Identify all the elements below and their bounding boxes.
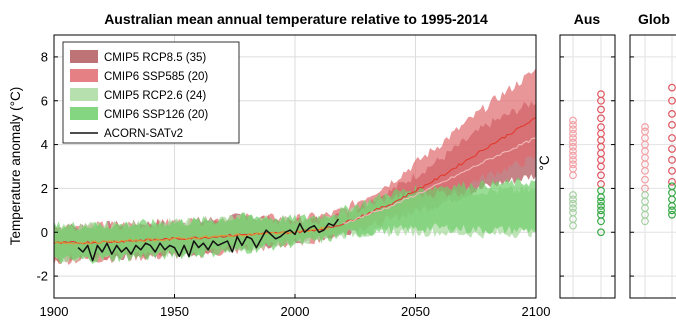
global-panel: Glob [629, 11, 676, 299]
scatter-point [569, 151, 577, 160]
scatter-point [569, 195, 577, 204]
legend-items: CMIP5 RCP8.5 (35) CMIP6 SSP585 (20) CMIP5 … [70, 50, 208, 140]
main-x-ticks: 1900 1950 2000 2050 2100 [40, 294, 551, 319]
scatter-point [569, 164, 577, 173]
scatter-point [597, 90, 605, 99]
scatter-point [569, 191, 577, 199]
scatter-point [668, 109, 676, 118]
scatter-point [668, 210, 676, 219]
scatter-point [597, 210, 605, 219]
legend-label: CMIP5 RCP8.5 (35) [104, 52, 206, 64]
scatter-point [668, 182, 676, 191]
global-points [641, 83, 676, 226]
scatter-point [569, 116, 577, 125]
scatter-point [569, 125, 577, 134]
scatter-point [569, 208, 577, 217]
scatter-point [597, 202, 605, 210]
legend-label: CMIP6 SSP126 (20) [104, 109, 208, 121]
global-panel-frame [629, 34, 676, 299]
x-tick-label: 2050 [401, 304, 430, 319]
scatter-point [641, 175, 649, 184]
scatter-point [668, 206, 676, 215]
main-chart: Australian mean annual temperature relat… [8, 11, 550, 319]
scatter-point [641, 191, 649, 199]
scatter-point [569, 199, 577, 208]
legend-swatch [70, 69, 98, 82]
legend-label: ACORN-SATv2 [104, 128, 183, 140]
scatter-point [597, 206, 605, 215]
scatter-point [641, 123, 649, 131]
main-y-axis-label: Temperature anomaly (°C) [8, 87, 23, 245]
scatter-point [597, 186, 605, 195]
band-4 [54, 178, 536, 265]
legend-swatch [70, 107, 98, 120]
aus-y-axis-label: °C [537, 155, 552, 170]
main-bands [54, 68, 536, 265]
scatter-point [569, 204, 577, 213]
scatter-point [668, 120, 676, 129]
scatter-point [569, 147, 577, 156]
y-tick-label: 6 [41, 93, 48, 108]
observed-series-line [77, 218, 340, 262]
x-tick-label: 2100 [522, 304, 551, 319]
y-tick-label: 4 [41, 137, 48, 152]
global-panel-title: Glob [638, 11, 670, 27]
scatter-point [569, 156, 577, 164]
scatter-point [569, 134, 577, 142]
scatter-point [569, 142, 577, 151]
x-tick-label: 2000 [281, 304, 310, 319]
scatter-point [668, 177, 676, 186]
legend: CMIP5 RCP8.5 (35) CMIP6 SSP585 (20) CMIP5 … [62, 41, 240, 144]
y-tick-label: 0 [41, 225, 48, 240]
legend-label: CMIP5 RCP2.6 (24) [104, 90, 206, 102]
global-grid [630, 35, 676, 298]
scatter-point [597, 114, 605, 123]
legend-swatch [70, 50, 98, 63]
scatter-point [569, 138, 577, 147]
scatter-point [569, 129, 577, 138]
scatter-point [597, 171, 605, 180]
aus-panel-title: Aus [574, 11, 601, 27]
x-tick-label: 1900 [40, 304, 69, 319]
scatter-point [569, 120, 577, 129]
x-tick-label: 1950 [160, 304, 189, 319]
scatter-point [569, 160, 577, 169]
model-mean-line [54, 227, 329, 245]
model-mean-line [343, 137, 537, 224]
legend-label: CMIP6 SSP585 (20) [104, 71, 208, 83]
main-lines [53, 117, 537, 262]
y-tick-label: 8 [41, 49, 48, 64]
aus-grid [560, 35, 615, 298]
scatter-point [641, 127, 649, 136]
aus-panel: Aus °C [537, 11, 616, 299]
main-y-ticks: -2 0 2 4 6 8 [36, 49, 58, 284]
scatter-point [597, 197, 605, 206]
global-y-ticks [630, 56, 634, 277]
scatter-point [668, 145, 676, 153]
legend-swatch [70, 88, 98, 101]
scatter-point [668, 83, 676, 92]
scatter-point [668, 96, 676, 105]
scatter-point [668, 156, 676, 164]
aus-panel-frame [559, 34, 616, 299]
y-tick-label: -2 [36, 269, 48, 284]
scatter-point [597, 228, 605, 237]
scatter-point [597, 123, 605, 131]
aus-y-ticks [560, 56, 615, 277]
scatter-point [597, 105, 605, 114]
main-chart-title: Australian mean annual temperature relat… [104, 11, 488, 27]
y-tick-label: 2 [41, 181, 48, 196]
scatter-point [668, 134, 676, 142]
aus-points [569, 90, 605, 237]
scatter-point [668, 166, 676, 175]
